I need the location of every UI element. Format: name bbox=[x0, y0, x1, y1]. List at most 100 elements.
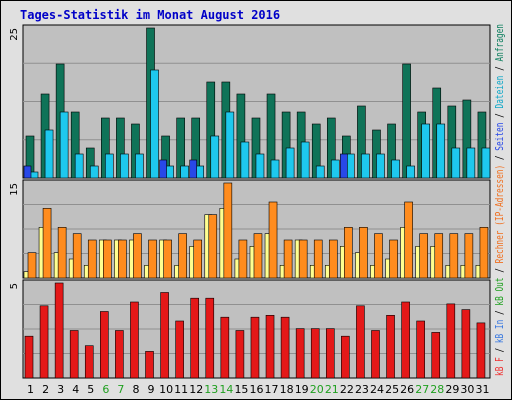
chart-title: Tages-Statistik im Monat August 2016 bbox=[20, 8, 280, 22]
bar-kb-f-day-4 bbox=[69, 330, 79, 379]
legend-item: Seiten bbox=[493, 123, 506, 151]
bar-dateien-day-20 bbox=[315, 165, 325, 179]
bar-dateien-day-9 bbox=[150, 69, 159, 179]
bar-dateien-day-3 bbox=[59, 111, 69, 179]
y-tick-label: 25 bbox=[9, 28, 20, 41]
bar-dateien-day-13 bbox=[210, 135, 220, 179]
x-tick-day-23: 23 bbox=[355, 383, 369, 396]
x-tick-day-22: 22 bbox=[340, 383, 354, 396]
x-tick-day-25: 25 bbox=[385, 383, 399, 396]
bar-kb-f-day-14 bbox=[220, 316, 230, 379]
legend-item: Anfragen bbox=[493, 24, 506, 62]
bar-kb-f-day-10 bbox=[160, 292, 169, 379]
bar-kb-f-day-11 bbox=[175, 320, 184, 379]
bar-kb-f-day-8 bbox=[130, 301, 139, 379]
bar-kb-f-day-3 bbox=[54, 282, 64, 379]
legend-separator: / bbox=[493, 62, 506, 76]
bar-dateien-day-25 bbox=[391, 159, 400, 179]
legend-item: kB In bbox=[493, 320, 506, 343]
bar-dateien-day-31 bbox=[481, 147, 491, 179]
legend-item: Dateien bbox=[493, 76, 506, 109]
bar-kb-f-day-24 bbox=[371, 330, 380, 379]
bar-kb-f-day-6 bbox=[100, 311, 109, 379]
x-tick-day-29: 29 bbox=[445, 383, 459, 396]
legend-separator: / bbox=[493, 151, 506, 165]
x-tick-day-15: 15 bbox=[234, 383, 248, 396]
bar-kb-f-day-13 bbox=[205, 297, 215, 379]
legend-separator: / bbox=[493, 108, 506, 122]
bar-kb-out-day-5 bbox=[87, 239, 97, 279]
bar-dateien-day-29 bbox=[451, 147, 461, 179]
bar-dateien-day-11 bbox=[180, 165, 189, 179]
x-tick-day-24: 24 bbox=[370, 383, 384, 396]
legend-item: Rechner (IP-Adressen) bbox=[493, 165, 506, 264]
bar-dateien-day-5 bbox=[89, 165, 99, 179]
bar-kb-out-day-19 bbox=[298, 239, 308, 279]
bar-kb-out-day-20 bbox=[313, 239, 323, 279]
bar-kb-out-day-1 bbox=[27, 252, 37, 279]
bar-kb-f-day-28 bbox=[431, 332, 441, 379]
bar-seiten-day-12 bbox=[189, 159, 198, 179]
bar-kb-out-day-12 bbox=[193, 239, 203, 279]
bar-kb-f-day-26 bbox=[401, 301, 410, 379]
bar-kb-out-day-24 bbox=[374, 233, 383, 279]
legend-separator: / bbox=[493, 306, 506, 320]
x-tick-day-26: 26 bbox=[400, 383, 414, 396]
bar-dateien-day-16 bbox=[255, 153, 265, 179]
bar-kb-out-day-31 bbox=[479, 227, 489, 279]
panel-top: 25 bbox=[9, 24, 491, 179]
x-tick-day-17: 17 bbox=[265, 383, 279, 396]
bar-kb-f-day-16 bbox=[250, 316, 260, 379]
bar-kb-f-day-21 bbox=[325, 328, 335, 379]
x-tick-day-5: 5 bbox=[87, 383, 94, 396]
bar-dateien-day-8 bbox=[135, 153, 144, 179]
bar-anfragen-day-26 bbox=[402, 63, 411, 179]
x-tick-day-28: 28 bbox=[430, 383, 444, 396]
vertical-legend: kB F / kB In / kB Out / Rechner (IP-Adre… bbox=[493, 24, 506, 376]
bar-kb-f-day-1 bbox=[24, 335, 34, 379]
bar-dateien-day-24 bbox=[376, 153, 385, 179]
x-tick-day-6: 6 bbox=[102, 383, 109, 396]
bar-dateien-day-21 bbox=[330, 159, 340, 179]
bar-kb-out-day-17 bbox=[268, 201, 278, 279]
bar-seiten-day-22 bbox=[340, 153, 348, 179]
x-tick-day-30: 30 bbox=[460, 383, 474, 396]
x-tick-day-20: 20 bbox=[310, 383, 324, 396]
bar-kb-out-day-25 bbox=[389, 239, 398, 279]
panel-middle: 15 bbox=[9, 179, 491, 279]
x-tick-day-11: 11 bbox=[174, 383, 188, 396]
bar-kb-out-day-29 bbox=[449, 233, 459, 279]
x-tick-day-1: 1 bbox=[27, 383, 34, 396]
x-tick-day-4: 4 bbox=[72, 383, 79, 396]
y-tick-label: 15 bbox=[9, 183, 20, 196]
bar-kb-out-day-21 bbox=[328, 239, 338, 279]
x-tick-day-9: 9 bbox=[148, 383, 155, 396]
x-axis-labels: 1 2 3 4 5 6 7 8 9 10 11 12 13 14 15 16 17 18 19 20 21 22 23 24 2… bbox=[27, 383, 489, 396]
bar-kb-out-day-22 bbox=[344, 227, 353, 279]
bar-kb-out-day-30 bbox=[464, 233, 474, 279]
bar-dateien-day-17 bbox=[270, 159, 280, 179]
bar-kb-f-day-18 bbox=[280, 316, 290, 379]
bar-kb-f-day-15 bbox=[235, 330, 245, 379]
x-tick-day-14: 14 bbox=[219, 383, 233, 396]
bar-dateien-day-4 bbox=[74, 153, 84, 179]
bar-kb-out-day-27 bbox=[419, 233, 428, 279]
bar-kb-f-day-23 bbox=[356, 305, 365, 379]
panels-layer: 25 15 5 bbox=[9, 24, 491, 379]
bar-kb-f-day-12 bbox=[190, 297, 200, 379]
bar-kb-f-day-22 bbox=[341, 335, 350, 379]
bar-kb-f-day-5 bbox=[84, 345, 94, 379]
bar-dateien-day-15 bbox=[240, 141, 250, 179]
y-tick-label: 5 bbox=[9, 283, 20, 289]
bar-kb-out-day-9 bbox=[148, 239, 157, 279]
bar-kb-out-day-11 bbox=[178, 233, 187, 279]
bar-dateien-day-14 bbox=[225, 111, 235, 179]
bar-kb-f-day-27 bbox=[416, 320, 425, 379]
bar-dateien-day-27 bbox=[421, 123, 430, 179]
bar-kb-f-day-31 bbox=[476, 322, 486, 379]
bar-dateien-day-19 bbox=[300, 141, 310, 179]
bar-kb-out-day-6 bbox=[103, 239, 112, 279]
x-tick-day-16: 16 bbox=[250, 383, 264, 396]
bar-dateien-day-28 bbox=[436, 123, 446, 179]
